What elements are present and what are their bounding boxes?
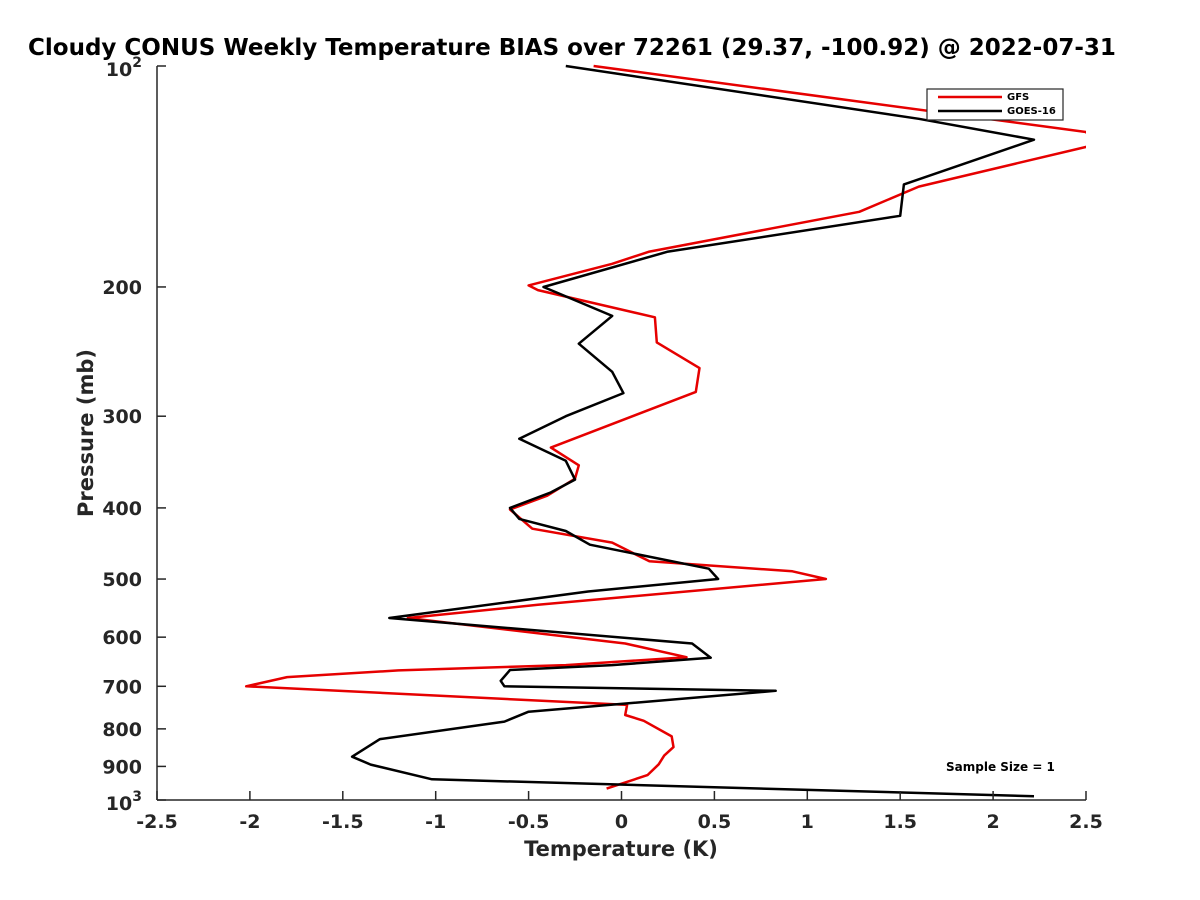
x-tick-label: 2.5: [1069, 811, 1103, 833]
x-tick-label: -1: [425, 811, 446, 833]
x-tick-label: 2: [986, 811, 999, 833]
legend: GFS GOES-16: [926, 88, 1064, 121]
x-tick-label: -1.5: [322, 811, 364, 833]
y-tick-label: 103: [106, 789, 142, 815]
legend-box: [926, 88, 1064, 121]
y-tick-label: 600: [102, 627, 142, 649]
y-tick-label: 200: [102, 277, 142, 299]
series-layer: [244, 64, 1086, 798]
y-tick-label: 300: [102, 406, 142, 428]
y-tick-label: 102: [106, 55, 142, 81]
x-tick-label: 0: [615, 811, 628, 833]
y-axis-label: Pressure (mb): [74, 349, 98, 517]
y-tick-label: 800: [102, 719, 142, 741]
axes-layer: -2.5 -2 -1.5 -1 -0.5 0 0.5 1 1.5 2 2.5 102 200 300 400…: [102, 55, 1103, 833]
chart-title: Cloudy CONUS Weekly Temperature BIAS ove…: [28, 35, 1116, 61]
y-tick-label: 500: [102, 569, 142, 591]
x-tick-label: 1.5: [883, 811, 917, 833]
x-tick-label: 1: [801, 811, 814, 833]
x-tick-label: -0.5: [508, 811, 550, 833]
x-tick-label: 0.5: [698, 811, 732, 833]
y-tick-label: 900: [102, 756, 142, 778]
x-axis-label: Temperature (K): [524, 837, 718, 861]
y-tick-label: 400: [102, 498, 142, 520]
y-tick-label: 700: [102, 676, 142, 698]
sample-size-annotation: Sample Size = 1: [946, 760, 1055, 774]
legend-label-gfs: GFS: [1007, 92, 1029, 103]
x-tick-label: -2: [239, 811, 260, 833]
series-line-goes16: [350, 64, 1036, 798]
legend-label-goes16: GOES-16: [1007, 106, 1056, 117]
x-tick-label: -2.5: [136, 811, 178, 833]
